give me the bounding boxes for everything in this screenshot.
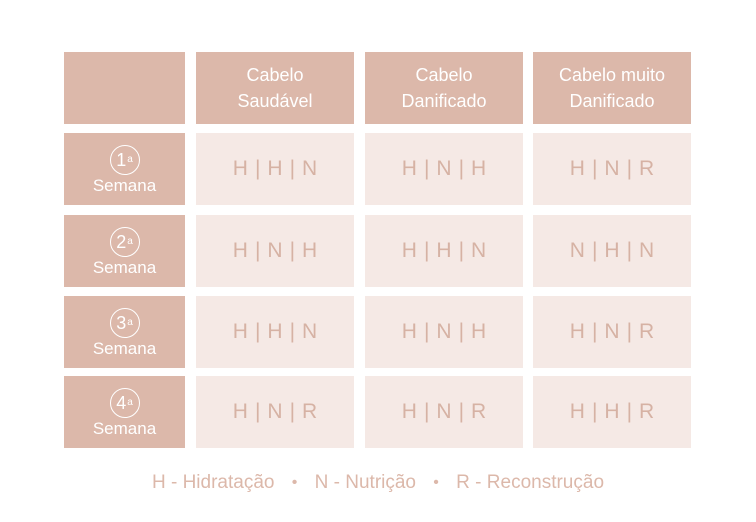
week-header: 2 a Semana: [64, 215, 185, 287]
schedule-cell: H|H|R: [533, 376, 691, 448]
legend-reconstrucao: R - Reconstrução: [456, 472, 605, 493]
legend-nutricao: N - Nutrição: [314, 472, 416, 493]
schedule-cell: H|H|N: [196, 296, 354, 368]
ordinal-indicator: a: [127, 396, 133, 408]
column-header: Cabelo Saudável: [196, 52, 354, 124]
week-header: 1 a Semana: [64, 133, 185, 205]
column-header: Cabelo muito Danificado: [533, 52, 691, 124]
schedule-cell: H|N|R: [365, 376, 523, 448]
schedule-cell: H|N|R: [533, 296, 691, 368]
schedule-cell: H|H|N: [196, 133, 354, 205]
column-header: Cabelo Danificado: [365, 52, 523, 124]
column-header-line: Danificado: [569, 91, 655, 111]
ordinal-indicator: a: [127, 153, 133, 165]
week-header: 3 a Semana: [64, 296, 185, 368]
schedule-cell: H|N|R: [196, 376, 354, 448]
legend-bullet-icon: •: [291, 474, 298, 491]
schedule-cell: N|H|N: [533, 215, 691, 287]
column-header-line: Danificado: [401, 91, 487, 111]
schedule-cell: H|N|H: [365, 296, 523, 368]
week-header: 4 a Semana: [64, 376, 185, 448]
schedule-cell: H|N|H: [196, 215, 354, 287]
ordinal-indicator: a: [127, 235, 133, 247]
column-header-line: Saudável: [237, 91, 313, 111]
week-number: 3: [116, 312, 127, 333]
legend-bullet-icon: •: [433, 474, 439, 491]
ordinal-indicator: a: [127, 316, 133, 328]
schedule-cell: H|N|R: [533, 133, 691, 205]
week-label: Semana: [92, 257, 157, 277]
column-header-line: Cabelo: [415, 65, 473, 85]
column-header-line: Cabelo: [246, 65, 304, 85]
week-number: 4: [116, 392, 127, 413]
week-label: Semana: [92, 338, 157, 358]
week-number: 2: [116, 231, 127, 252]
legend-hidratacao: H - Hidratação: [151, 472, 275, 493]
schedule-cell: H|H|N: [365, 215, 523, 287]
corner-cell: [64, 52, 185, 124]
week-number: 1: [116, 149, 127, 170]
week-label: Semana: [92, 175, 157, 195]
week-label: Semana: [92, 418, 157, 438]
legend: H - Hidratação • N - Nutrição • R - Reco…: [0, 468, 756, 498]
schedule-cell: H|N|H: [365, 133, 523, 205]
column-header-line: Cabelo muito: [558, 65, 666, 85]
